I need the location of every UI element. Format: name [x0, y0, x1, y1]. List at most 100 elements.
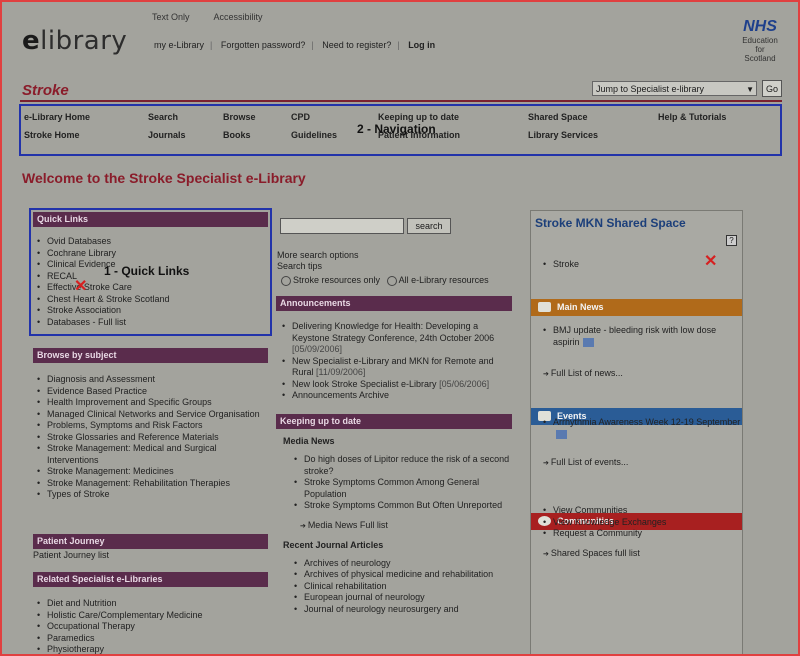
journal-item[interactable]: Clinical rehabilitation	[294, 581, 512, 593]
login-link[interactable]: Log in	[408, 40, 436, 50]
section-title: Stroke	[22, 82, 69, 99]
nav-elibrary-home[interactable]: e-Library Home	[24, 112, 91, 122]
patient-journey-header: Patient Journey	[33, 534, 268, 549]
search-button[interactable]: search	[407, 218, 451, 234]
quick-link-item[interactable]: Effective Stroke Care	[37, 282, 268, 294]
search-tips-link[interactable]: Search tips	[277, 261, 323, 271]
browse-item[interactable]: Stroke Glossaries and Reference Material…	[37, 432, 268, 444]
recent-journals-heading: Recent Journal Articles	[283, 539, 384, 550]
browse-item[interactable]: Diagnosis and Assessment	[37, 374, 268, 386]
my-elibrary-link[interactable]: my e-Library	[154, 40, 205, 50]
journal-item[interactable]: Journal of neurology neurosurgery and	[294, 604, 512, 616]
recent-journals-list: Archives of neurology Archives of physic…	[276, 558, 512, 616]
fixation-x-icon: ✕	[74, 278, 88, 295]
nav-search[interactable]: Search	[148, 112, 179, 122]
related-libraries-list: Diet and Nutrition Holistic Care/Complem…	[33, 598, 268, 654]
search-input[interactable]	[280, 218, 404, 234]
browse-item[interactable]: Stroke Management: Medicines	[37, 466, 268, 478]
announcement-item[interactable]: New look Stroke Specialist e-Library [05…	[282, 379, 512, 391]
elibrary-logo[interactable]: elibrary	[22, 26, 128, 56]
related-libraries-header: Related Specialist e-Libraries	[33, 572, 268, 587]
patient-journey-link[interactable]: Patient Journey list	[33, 550, 110, 560]
nav-library-services[interactable]: Library Services	[528, 130, 599, 140]
media-news-full-list-link[interactable]: Media News Full list	[300, 520, 512, 530]
quick-link-item[interactable]: Cochrane Library	[37, 248, 268, 260]
quick-links-header: Quick Links	[33, 212, 268, 227]
header-divider	[20, 100, 782, 102]
event-item[interactable]: Arrhythmia Awareness Week 12-19 Septembe…	[543, 417, 743, 440]
nav-patient-info[interactable]: Patient Information	[378, 130, 461, 140]
main-news-list: BMJ update - bleeding risk with low dose…	[539, 325, 743, 348]
jump-select[interactable]: Jump to Specialist e-library ▼	[592, 81, 757, 96]
related-library-item[interactable]: Holistic Care/Complementary Medicine	[37, 610, 268, 622]
fixation-x-icon: ✕	[704, 253, 718, 270]
browse-item[interactable]: Stroke Management: Medical and Surgical …	[37, 443, 268, 466]
media-news-item[interactable]: Do high doses of Lipitor reduce the risk…	[294, 454, 512, 477]
browse-item[interactable]: Problems, Symptoms and Risk Factors	[37, 420, 268, 432]
media-news-list: Do high doses of Lipitor reduce the risk…	[276, 454, 512, 512]
help-icon[interactable]: ?	[726, 235, 737, 246]
nav-cpd[interactable]: CPD	[291, 112, 311, 122]
nav-journals[interactable]: Journals	[148, 130, 186, 140]
community-item[interactable]: View Knowledge Exchanges	[543, 517, 666, 529]
announcement-item[interactable]: Delivering Knowledge for Health: Develop…	[282, 321, 512, 356]
browse-item[interactable]: Stroke Management: Rehabilitation Therap…	[37, 478, 268, 490]
announcement-item[interactable]: New Specialist e-Library and MKN for Rem…	[282, 356, 512, 379]
quick-link-item[interactable]: Chest Heart & Stroke Scotland	[37, 294, 268, 306]
account-links: my e-Library | Forgotten password? | Need …	[154, 40, 436, 50]
journal-item[interactable]: European journal of neurology	[294, 592, 512, 604]
nav-books[interactable]: Books	[223, 130, 251, 140]
keeping-up-header: Keeping up to date	[276, 414, 512, 429]
radio-all-resources[interactable]	[386, 275, 397, 286]
shared-space-stroke-link[interactable]: Stroke	[543, 259, 579, 271]
shared-space-panel: Stroke MKN Shared Space ? Stroke ✕ Main …	[530, 210, 743, 654]
news-item[interactable]: BMJ update - bleeding risk with low dose…	[543, 325, 743, 348]
related-library-item[interactable]: Paramedics	[37, 633, 268, 645]
nhs-logo: NHS Education for Scotland	[742, 18, 778, 63]
journal-item[interactable]: Archives of physical medicine and rehabi…	[294, 569, 512, 581]
browse-item[interactable]: Types of Stroke	[37, 489, 268, 501]
announcement-item[interactable]: Announcements Archive	[282, 390, 512, 402]
calendar-icon	[538, 411, 551, 421]
announcements-header: Announcements	[276, 296, 512, 311]
related-library-item[interactable]: Diet and Nutrition	[37, 598, 268, 610]
browse-item[interactable]: Evidence Based Practice	[37, 386, 268, 398]
browse-item[interactable]: Managed Clinical Networks and Service Or…	[37, 409, 268, 421]
community-item[interactable]: Request a Community	[543, 528, 666, 540]
nav-shared-space[interactable]: Shared Space	[528, 112, 588, 122]
quick-link-item[interactable]: Clinical Evidence	[37, 259, 268, 271]
community-item[interactable]: View Communities	[543, 505, 666, 517]
forgotten-password-link[interactable]: Forgotten password?	[220, 40, 306, 50]
quick-link-item[interactable]: Databases - Full list	[37, 317, 268, 329]
nav-keeping-up[interactable]: Keeping up to date	[378, 112, 459, 122]
related-library-item[interactable]: Occupational Therapy	[37, 621, 268, 633]
full-events-link[interactable]: Full List of events...	[543, 457, 629, 467]
chevron-down-icon: ▼	[746, 85, 754, 94]
nav-guidelines[interactable]: Guidelines	[291, 130, 338, 140]
nav-browse[interactable]: Browse	[223, 112, 256, 122]
quick-link-item[interactable]: Ovid Databases	[37, 236, 268, 248]
quick-links-panel: Quick Links Ovid Databases Cochrane Libr…	[33, 212, 268, 328]
quick-link-item[interactable]: Stroke Association	[37, 305, 268, 317]
more-arrow-icon	[582, 337, 594, 347]
communities-list: View Communities View Knowledge Exchange…	[539, 505, 666, 540]
radio-stroke-only[interactable]	[281, 275, 291, 286]
register-link[interactable]: Need to register?	[322, 40, 392, 50]
quick-link-item[interactable]: RECAL	[37, 271, 268, 283]
accessibility-link[interactable]: Accessibility	[213, 12, 263, 22]
go-button[interactable]: Go	[762, 80, 782, 97]
nav-stroke-home[interactable]: Stroke Home	[24, 130, 80, 140]
more-search-options-link[interactable]: More search options	[277, 250, 359, 260]
related-library-item[interactable]: Physiotherapy	[37, 644, 268, 654]
full-news-link[interactable]: Full List of news...	[543, 368, 623, 378]
nav-help[interactable]: Help & Tutorials	[658, 112, 727, 122]
main-news-header: Main News	[531, 299, 742, 316]
shared-spaces-full-list-link[interactable]: Shared Spaces full list	[543, 548, 640, 558]
search-scope-options: Stroke resources only All e-Library reso…	[281, 275, 489, 286]
text-only-link[interactable]: Text Only	[152, 12, 190, 22]
journal-item[interactable]: Archives of neurology	[294, 558, 512, 570]
media-news-item[interactable]: Stroke Symptoms Common Among General Pop…	[294, 477, 512, 500]
media-news-item[interactable]: Stroke Symptoms Common But Often Unrepor…	[294, 500, 512, 512]
browse-item[interactable]: Health Improvement and Specific Groups	[37, 397, 268, 409]
